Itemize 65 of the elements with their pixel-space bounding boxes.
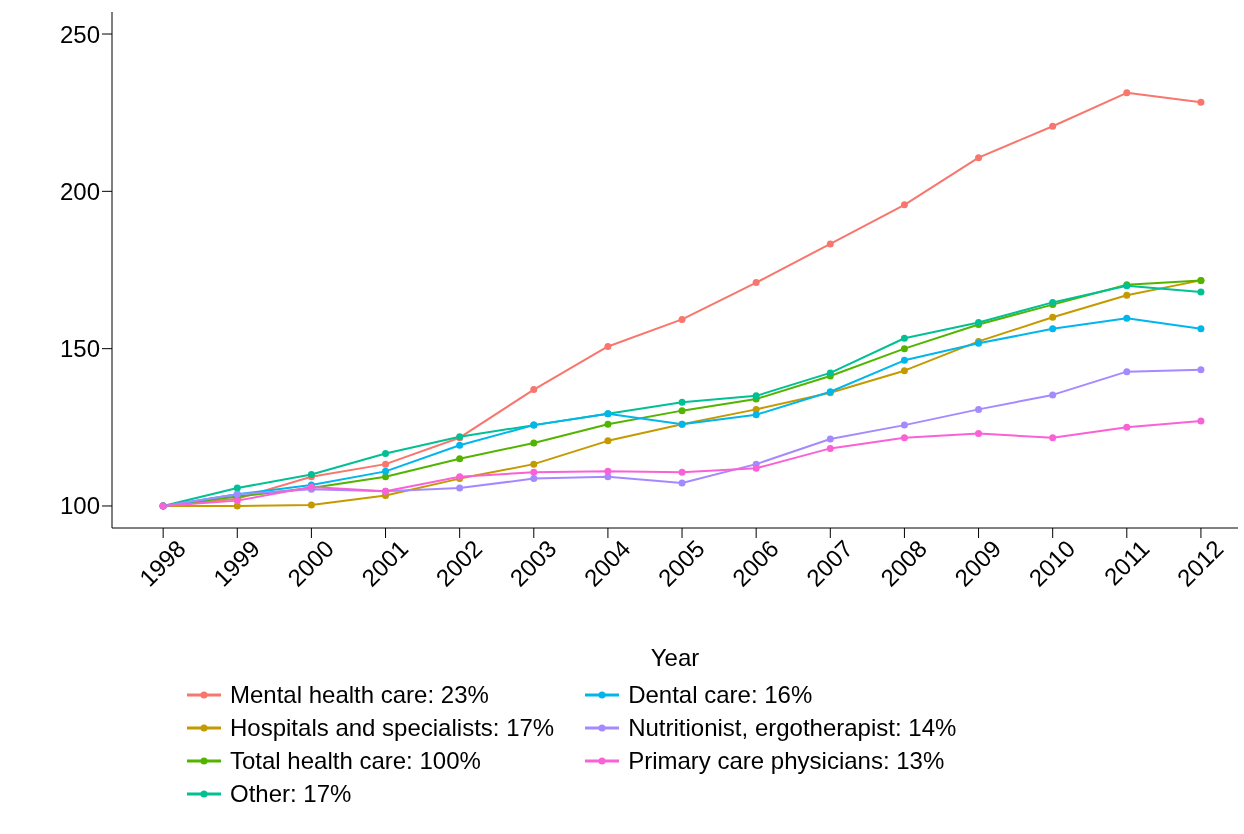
point: [456, 484, 464, 492]
point: [1197, 288, 1205, 296]
point: [975, 430, 983, 438]
point: [900, 367, 908, 375]
point: [1123, 368, 1131, 376]
point: [233, 484, 241, 492]
legend-label: Primary care physicians: 13%: [628, 746, 945, 775]
legend-label: Mental health care: 23%: [230, 680, 489, 709]
point: [900, 421, 908, 429]
point: [1197, 98, 1205, 106]
point: [678, 479, 686, 487]
point: [530, 475, 538, 483]
point: [1123, 423, 1131, 431]
legend-label: Hospitals and specialists: 17%: [230, 713, 555, 742]
point: [1049, 122, 1057, 130]
y-tick-label: 150: [59, 335, 100, 363]
legend-label: Nutritionist, ergotherapist: 14%: [628, 713, 957, 742]
point: [530, 386, 538, 394]
point: [307, 501, 315, 509]
point: [678, 398, 686, 406]
x-axis-title: Year: [650, 644, 700, 671]
point: [900, 334, 908, 342]
point: [975, 154, 983, 162]
point: [752, 411, 760, 419]
point: [826, 435, 834, 443]
point: [826, 444, 834, 452]
point: [382, 460, 390, 468]
point: [1197, 417, 1205, 425]
point: [530, 439, 538, 447]
point: [604, 342, 612, 350]
point: [1123, 314, 1131, 322]
point: [678, 468, 686, 476]
legend-label: Total health care: 100%: [230, 746, 481, 775]
point: [1049, 434, 1057, 442]
point: [530, 460, 538, 468]
point: [604, 467, 612, 475]
point: [975, 405, 983, 413]
point: [900, 345, 908, 353]
legend-label: Dental care: 16%: [628, 680, 813, 709]
point: [900, 356, 908, 364]
point: [530, 468, 538, 476]
y-tick-label: 100: [59, 492, 100, 520]
point: [678, 315, 686, 323]
point: [1197, 325, 1205, 333]
point: [678, 407, 686, 415]
point: [382, 467, 390, 475]
legend-label: Other: 17%: [230, 779, 352, 808]
point: [382, 449, 390, 457]
point: [1123, 89, 1131, 97]
point: [1197, 366, 1205, 374]
point: [900, 434, 908, 442]
y-tick-label: 250: [59, 20, 100, 48]
point: [752, 279, 760, 287]
point: [604, 437, 612, 445]
point: [604, 420, 612, 428]
point: [752, 464, 760, 472]
point: [900, 201, 908, 209]
y-tick-label: 200: [59, 177, 100, 205]
point: [826, 240, 834, 248]
point: [1123, 291, 1131, 299]
point: [456, 441, 464, 449]
point: [1049, 391, 1057, 399]
point: [1049, 313, 1057, 321]
point: [456, 455, 464, 463]
point: [1049, 325, 1057, 333]
